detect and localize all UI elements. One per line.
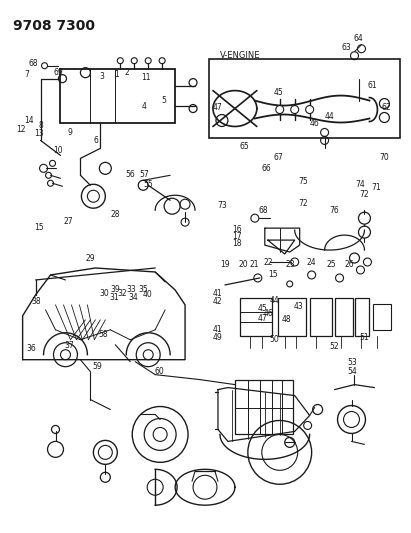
Circle shape xyxy=(291,106,299,114)
Text: 27: 27 xyxy=(64,217,74,226)
Text: 50: 50 xyxy=(269,335,279,344)
Text: 63: 63 xyxy=(342,43,352,52)
Text: 41: 41 xyxy=(213,288,222,297)
Text: 52: 52 xyxy=(330,342,339,351)
Text: 9: 9 xyxy=(67,128,72,137)
Bar xyxy=(235,379,293,434)
Text: 47: 47 xyxy=(258,313,267,322)
Circle shape xyxy=(276,106,284,114)
Text: 72: 72 xyxy=(298,199,308,208)
Text: 59: 59 xyxy=(92,362,102,371)
Text: 14: 14 xyxy=(24,116,34,125)
Text: 60: 60 xyxy=(154,367,164,376)
Text: 54: 54 xyxy=(347,367,357,376)
Text: 49: 49 xyxy=(213,333,223,342)
Text: 22: 22 xyxy=(263,258,273,266)
Text: 39: 39 xyxy=(110,285,120,294)
Bar xyxy=(60,69,175,124)
Text: 47: 47 xyxy=(213,103,223,111)
Text: 19: 19 xyxy=(220,260,230,269)
Text: 45: 45 xyxy=(273,88,283,97)
Text: 48: 48 xyxy=(282,315,291,324)
Text: 5: 5 xyxy=(162,96,166,105)
Text: 34: 34 xyxy=(129,293,138,302)
Text: 64: 64 xyxy=(354,34,363,43)
Text: 61: 61 xyxy=(368,82,377,91)
Text: 35: 35 xyxy=(139,285,148,294)
Text: 11: 11 xyxy=(141,73,151,82)
Bar xyxy=(356,298,369,336)
Text: 43: 43 xyxy=(293,302,303,311)
Text: 73: 73 xyxy=(218,201,228,211)
Text: 30: 30 xyxy=(100,289,110,298)
Text: 29: 29 xyxy=(86,254,95,262)
Text: 44: 44 xyxy=(269,296,279,305)
Text: 45: 45 xyxy=(258,304,267,313)
Bar xyxy=(278,298,306,336)
Text: 12: 12 xyxy=(16,125,26,134)
Text: 74: 74 xyxy=(356,180,365,189)
Text: 17: 17 xyxy=(233,232,242,241)
Text: 55: 55 xyxy=(143,180,153,189)
Text: 18: 18 xyxy=(233,239,242,248)
Text: 16: 16 xyxy=(233,225,242,234)
Text: 31: 31 xyxy=(109,293,119,302)
Text: 51: 51 xyxy=(360,333,369,342)
Text: 21: 21 xyxy=(250,260,259,269)
Text: 6: 6 xyxy=(93,135,98,144)
Text: 7: 7 xyxy=(24,70,29,79)
Text: 46: 46 xyxy=(263,309,273,318)
Text: 46: 46 xyxy=(309,119,319,128)
Text: 69: 69 xyxy=(54,68,64,77)
Text: 76: 76 xyxy=(329,206,339,215)
Text: 56: 56 xyxy=(126,169,135,179)
Text: 67: 67 xyxy=(273,152,283,161)
Text: 3: 3 xyxy=(99,72,104,81)
Text: 41: 41 xyxy=(213,325,222,334)
Text: 44: 44 xyxy=(325,112,335,120)
Text: 26: 26 xyxy=(345,260,354,269)
Bar xyxy=(240,298,272,336)
Text: 1: 1 xyxy=(115,70,119,79)
Text: 58: 58 xyxy=(98,330,108,339)
Text: 53: 53 xyxy=(347,358,357,367)
Text: 68: 68 xyxy=(28,59,38,68)
Text: 24: 24 xyxy=(307,258,316,266)
Text: 38: 38 xyxy=(31,297,41,306)
Text: 9708 7300: 9708 7300 xyxy=(13,19,95,33)
Text: 62: 62 xyxy=(381,103,391,111)
Text: 71: 71 xyxy=(372,183,381,192)
Bar xyxy=(209,59,400,138)
Text: 32: 32 xyxy=(118,289,127,298)
Bar xyxy=(335,298,353,336)
Text: 66: 66 xyxy=(261,164,271,173)
Text: 42: 42 xyxy=(213,296,222,305)
Circle shape xyxy=(306,106,314,114)
Text: 70: 70 xyxy=(380,152,389,161)
Bar xyxy=(374,304,391,330)
Text: 33: 33 xyxy=(127,285,136,294)
Text: 68: 68 xyxy=(259,206,268,215)
Text: 75: 75 xyxy=(298,177,308,186)
Text: 23: 23 xyxy=(285,260,295,269)
Text: 65: 65 xyxy=(239,142,249,151)
Text: 28: 28 xyxy=(111,211,120,220)
Text: 15: 15 xyxy=(34,223,44,232)
Text: 40: 40 xyxy=(143,289,152,298)
Text: 8: 8 xyxy=(39,120,44,130)
Text: 13: 13 xyxy=(34,129,44,138)
Bar xyxy=(309,298,332,336)
Text: 4: 4 xyxy=(142,102,146,110)
Text: 57: 57 xyxy=(139,169,149,179)
Text: 20: 20 xyxy=(239,260,248,269)
Text: 25: 25 xyxy=(327,260,336,269)
Text: 37: 37 xyxy=(65,341,74,350)
Text: 72: 72 xyxy=(360,190,369,199)
Text: 15: 15 xyxy=(268,271,277,279)
Text: 10: 10 xyxy=(53,146,62,155)
Text: 36: 36 xyxy=(26,344,36,353)
Text: 2: 2 xyxy=(125,68,129,77)
Text: V-ENGINE: V-ENGINE xyxy=(220,51,260,60)
